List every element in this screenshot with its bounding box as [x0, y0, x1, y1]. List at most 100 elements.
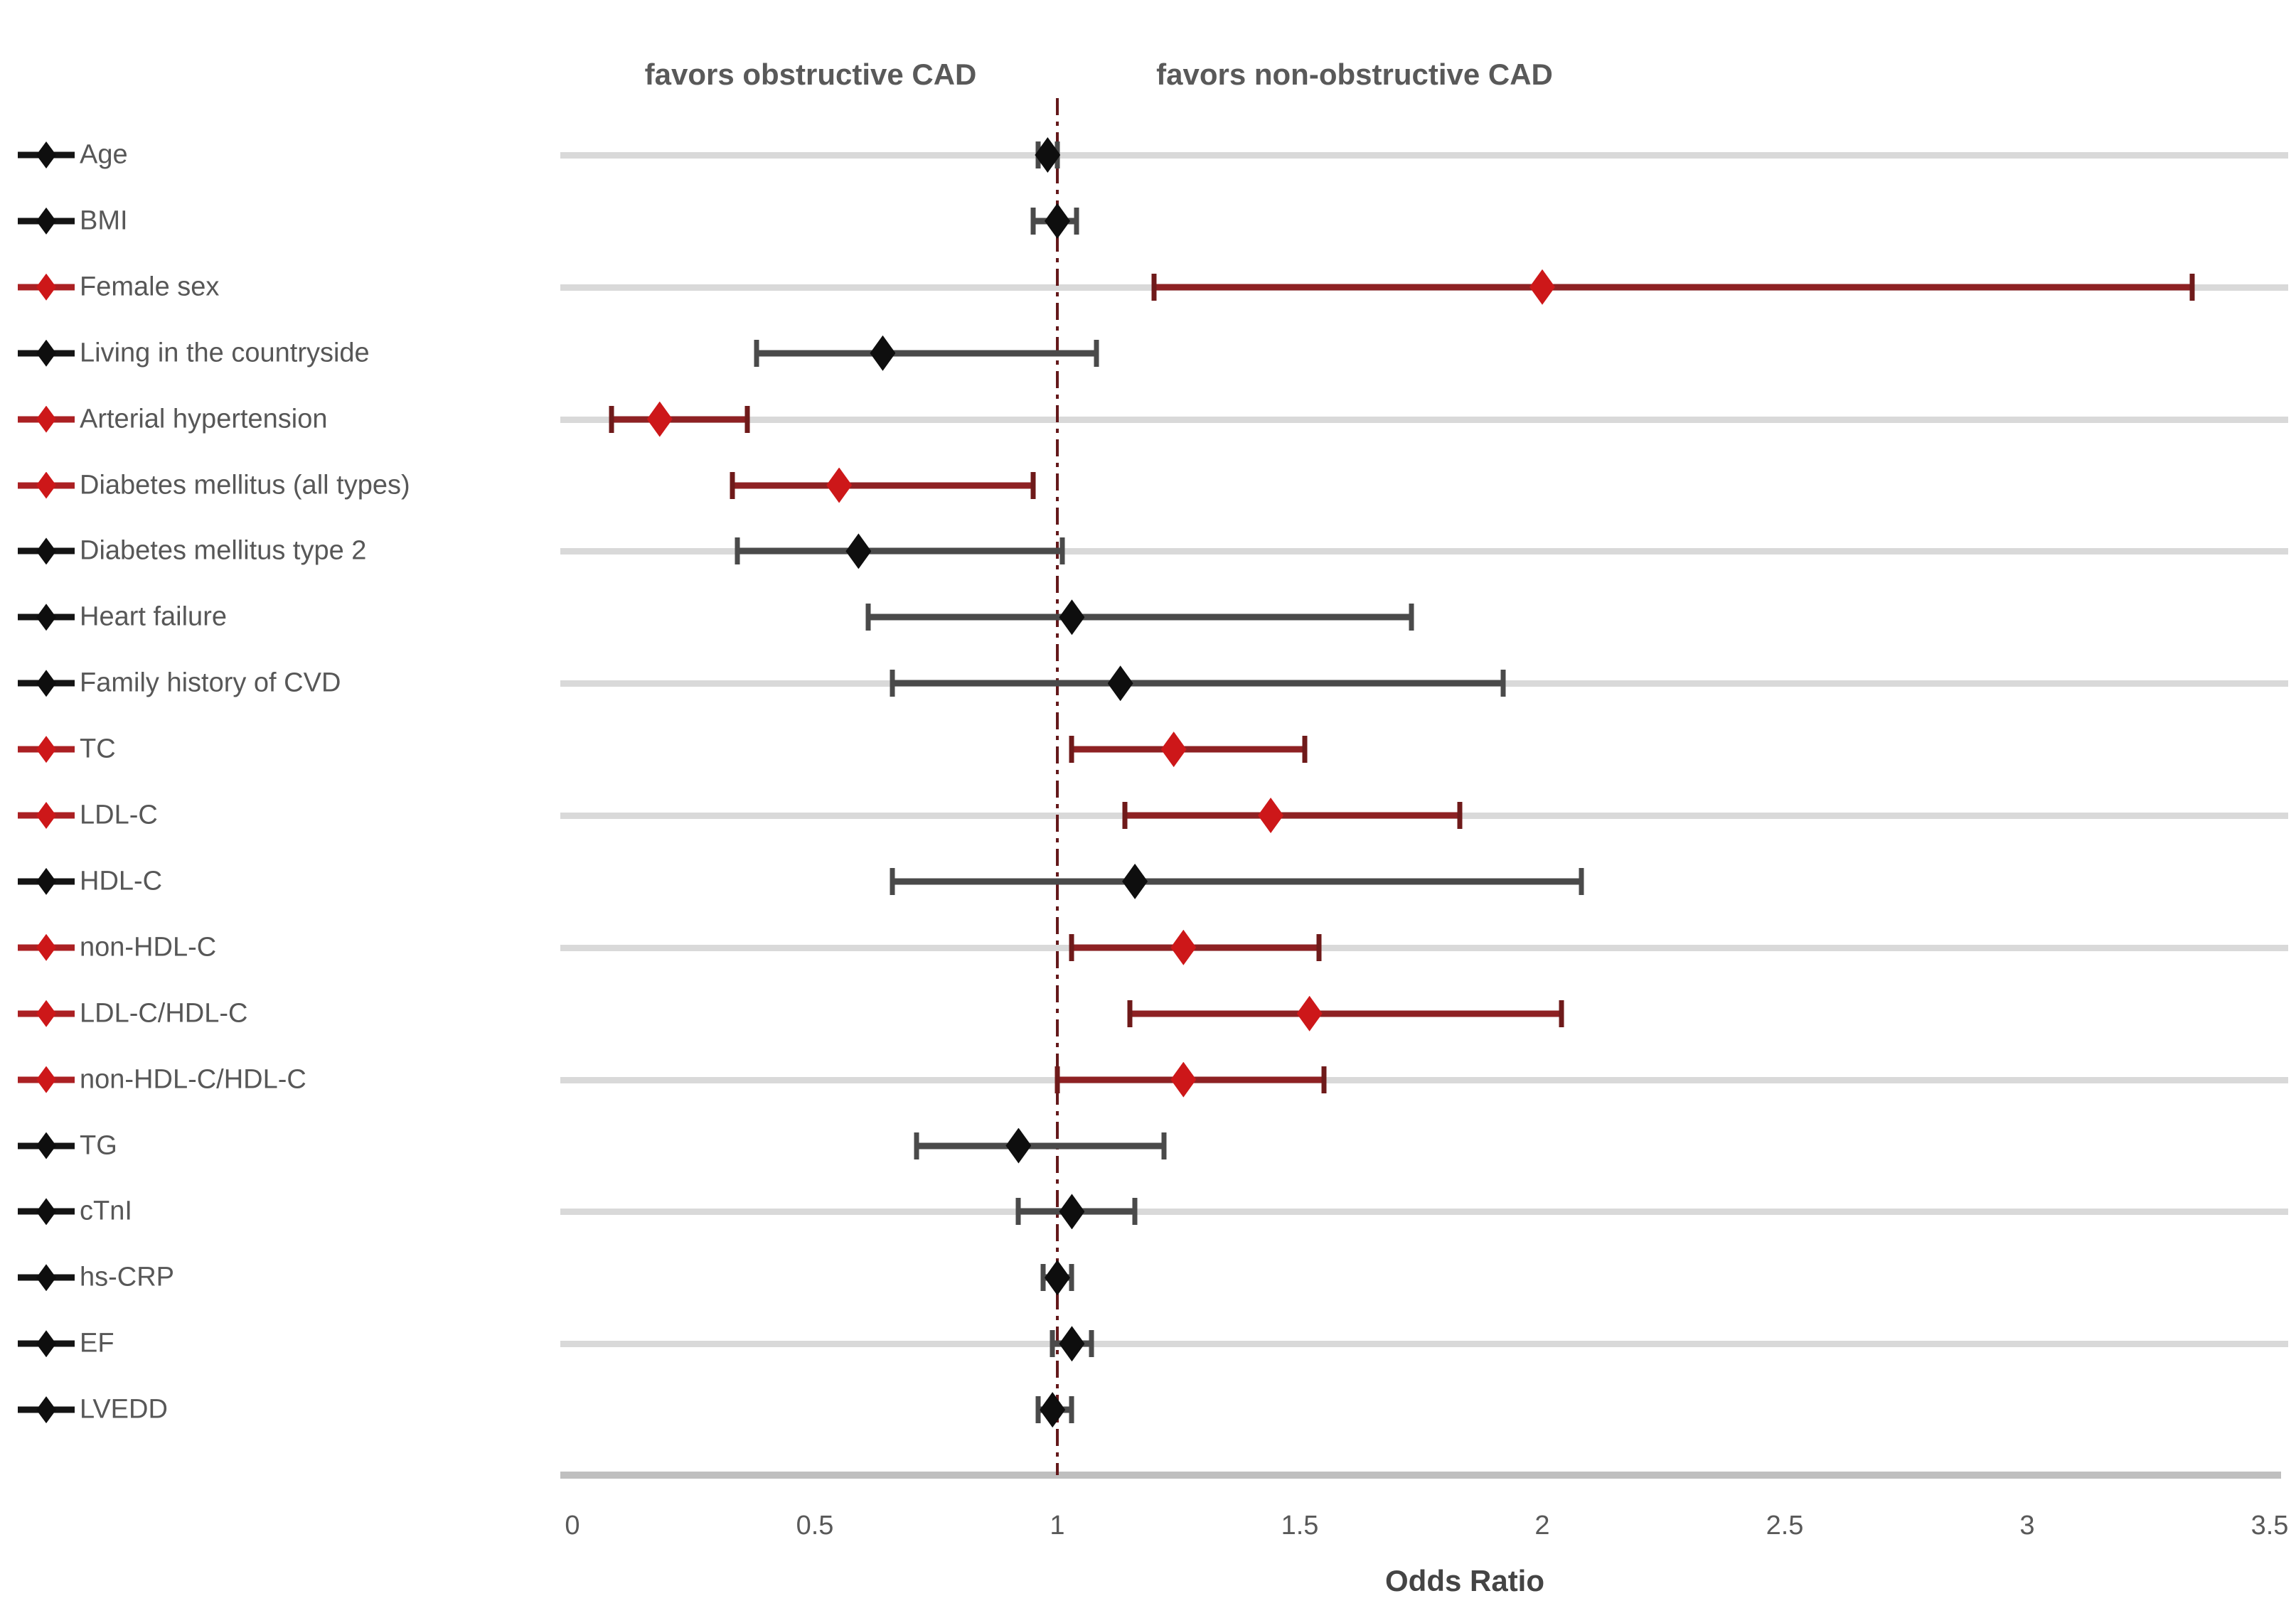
or-diamond-marker — [1107, 665, 1133, 702]
row-legend-diamond-icon — [36, 339, 56, 367]
or-diamond-marker — [845, 533, 872, 569]
ci-cap-high — [1094, 339, 1099, 367]
row-legend-diamond-icon — [36, 471, 56, 499]
ci-bar — [868, 614, 1411, 621]
row-legend-diamond-icon — [36, 273, 56, 301]
gridline — [560, 1076, 2288, 1083]
ci-bar — [1125, 812, 1461, 819]
ci-cap-high — [1089, 1330, 1094, 1358]
ci-bar — [1130, 1010, 1562, 1017]
row-label: Age — [80, 139, 128, 170]
row-label: TC — [80, 734, 116, 764]
ci-cap-high — [1457, 802, 1463, 829]
ci-cap-low — [1054, 1066, 1060, 1093]
ci-cap-high — [1559, 1000, 1564, 1027]
row-legend-diamond-icon — [36, 1000, 56, 1027]
x-tick-label: 2 — [1534, 1511, 1550, 1541]
ci-cap-high — [1321, 1066, 1327, 1093]
row-label: hs-CRP — [80, 1262, 175, 1292]
row-label: TG — [80, 1130, 117, 1160]
ci-cap-low — [890, 670, 895, 697]
ci-cap-high — [1074, 207, 1079, 235]
ci-bar — [757, 350, 1096, 357]
ci-cap-low — [1122, 802, 1128, 829]
row-label: Diabetes mellitus (all types) — [80, 470, 410, 500]
ci-cap-low — [1015, 1198, 1021, 1226]
row-legend-diamond-icon — [36, 802, 56, 829]
or-diamond-marker — [1040, 1392, 1066, 1428]
row-label: LDL-C — [80, 800, 158, 830]
ci-bar — [611, 416, 747, 423]
row-label: non-HDL-C — [80, 932, 217, 963]
row-legend-diamond-icon — [36, 141, 56, 168]
x-tick-label: 1.5 — [1281, 1511, 1319, 1541]
ci-cap-low — [1069, 933, 1074, 961]
gridline — [560, 152, 2288, 159]
or-diamond-marker — [1059, 1326, 1085, 1362]
row-label: EF — [80, 1328, 114, 1359]
x-tick-label: 1 — [1050, 1511, 1065, 1541]
x-axis-title: Odds Ratio — [1384, 1564, 1545, 1597]
row-legend-diamond-icon — [36, 405, 56, 433]
ci-bar — [732, 482, 1033, 488]
row-label: Female sex — [80, 272, 220, 302]
ci-cap-low — [1035, 1396, 1041, 1424]
ci-bar — [737, 547, 1062, 554]
row-legend-diamond-icon — [36, 604, 56, 631]
ci-cap-high — [1579, 867, 1584, 895]
row-legend-diamond-icon — [36, 1330, 56, 1358]
row-label: LDL-C/HDL-C — [80, 998, 248, 1029]
or-diamond-marker — [1059, 1194, 1085, 1230]
row-label: Heart failure — [80, 601, 227, 632]
or-diamond-marker — [1045, 203, 1070, 239]
x-axis-line — [560, 1472, 2281, 1479]
gridline — [560, 1209, 2288, 1216]
x-tick-label: 2.5 — [1766, 1511, 1804, 1541]
gridline — [560, 416, 2288, 423]
x-tick-label: 0.5 — [796, 1511, 834, 1541]
ci-bar — [892, 878, 1581, 885]
ci-cap-high — [1409, 604, 1414, 631]
ci-cap-high — [1132, 1198, 1138, 1226]
gridline — [560, 548, 2288, 555]
row-label: Diabetes mellitus type 2 — [80, 535, 367, 566]
ci-bar — [1154, 284, 2192, 291]
ci-cap-low — [1127, 1000, 1133, 1027]
row-legend-diamond-icon — [36, 933, 56, 961]
ci-cap-high — [1316, 933, 1322, 961]
or-diamond-marker — [1160, 732, 1187, 768]
ci-bar — [917, 1142, 1165, 1149]
ci-cap-low — [1050, 1330, 1055, 1358]
or-diamond-marker — [646, 401, 673, 437]
row-legend-diamond-icon — [36, 207, 56, 235]
row-legend-diamond-icon — [36, 670, 56, 697]
or-diamond-marker — [1122, 863, 1148, 899]
row-legend-diamond-icon — [36, 1198, 56, 1226]
row-legend-diamond-icon — [36, 1066, 56, 1093]
row-label: Living in the countryside — [80, 338, 370, 368]
ci-cap-low — [1069, 736, 1074, 764]
ci-cap-low — [1030, 207, 1036, 235]
ci-cap-high — [744, 405, 750, 433]
row-legend-diamond-icon — [36, 736, 56, 764]
row-label: LVEDD — [80, 1394, 168, 1425]
ci-bar — [892, 680, 1504, 687]
row-legend-diamond-icon — [36, 1264, 56, 1292]
row-label: cTnI — [80, 1196, 132, 1226]
or-diamond-marker — [1529, 269, 1555, 305]
row-label: HDL-C — [80, 866, 163, 896]
ci-cap-low — [1151, 273, 1157, 301]
ci-cap-high — [1069, 1264, 1074, 1292]
reference-line — [1056, 98, 1059, 1475]
row-legend-diamond-icon — [36, 537, 56, 565]
ci-cap-low — [914, 1132, 919, 1159]
or-diamond-marker — [826, 467, 853, 503]
row-label: Arterial hypertension — [80, 404, 328, 434]
or-diamond-marker — [1059, 599, 1085, 636]
header-favors-non-obstructive: favors non-obstructive CAD — [1156, 58, 1553, 91]
ci-cap-high — [1030, 471, 1036, 499]
or-diamond-marker — [1005, 1127, 1032, 1164]
gridline — [560, 1341, 2288, 1348]
ci-cap-high — [2189, 273, 2195, 301]
